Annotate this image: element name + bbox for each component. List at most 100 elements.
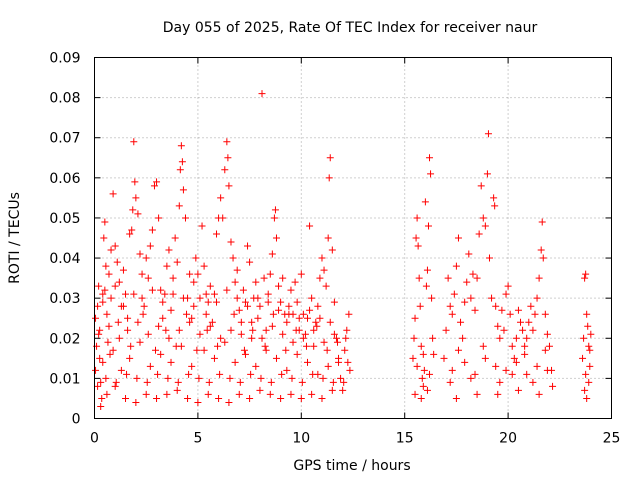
data-point — [169, 274, 177, 282]
data-point — [241, 298, 249, 306]
data-point — [341, 346, 349, 354]
data-point — [157, 350, 165, 358]
data-point — [195, 374, 203, 382]
data-point — [326, 154, 334, 162]
data-point — [442, 326, 450, 334]
data-point — [310, 342, 318, 350]
data-point — [287, 286, 295, 294]
data-point — [467, 374, 475, 382]
data-point — [128, 226, 136, 234]
data-point — [324, 234, 332, 242]
x-tick-labels: 0 5 10 15 20 25 — [90, 431, 620, 447]
data-point — [233, 266, 241, 274]
data-point — [328, 386, 336, 394]
data-point — [586, 346, 594, 354]
data-point — [126, 354, 134, 362]
data-point — [194, 398, 202, 406]
data-point — [142, 390, 150, 398]
data-point — [426, 154, 434, 162]
data-point — [496, 378, 504, 386]
data-point — [249, 326, 257, 334]
data-point — [529, 378, 537, 386]
data-point — [101, 218, 109, 226]
data-point — [136, 250, 144, 258]
data-point — [525, 318, 533, 326]
data-point — [95, 330, 103, 338]
y-tick-label: 0.09 — [49, 51, 80, 67]
data-point — [112, 378, 120, 386]
data-point — [103, 310, 111, 318]
data-point — [225, 182, 233, 190]
data-point — [223, 286, 231, 294]
data-point — [279, 330, 287, 338]
data-point — [240, 346, 248, 354]
data-point — [188, 314, 196, 322]
data-point — [163, 262, 171, 270]
data-point — [235, 306, 243, 314]
data-point — [295, 314, 303, 322]
data-point — [155, 214, 163, 222]
data-point — [446, 302, 454, 310]
data-point — [310, 326, 318, 334]
data-point — [500, 326, 508, 334]
data-point — [446, 378, 454, 386]
data-point — [416, 302, 424, 310]
data-point — [308, 390, 316, 398]
data-point — [148, 226, 156, 234]
data-point — [275, 282, 283, 290]
data-point — [221, 338, 229, 346]
data-point — [231, 358, 239, 366]
data-point — [157, 286, 165, 294]
data-point — [541, 310, 549, 318]
data-point — [219, 214, 227, 222]
data-point — [429, 334, 437, 342]
data-point — [139, 310, 147, 318]
data-point — [440, 354, 448, 362]
data-point — [543, 366, 551, 374]
data-point — [450, 290, 458, 298]
data-point — [323, 346, 331, 354]
data-point — [527, 302, 535, 310]
data-point — [130, 290, 138, 298]
data-point — [161, 290, 169, 298]
data-point — [582, 270, 590, 278]
data-point — [488, 294, 496, 302]
data-point — [269, 310, 277, 318]
data-point — [581, 274, 589, 282]
data-point — [508, 342, 516, 350]
data-point — [237, 318, 245, 326]
data-point — [324, 362, 332, 370]
data-point — [248, 318, 256, 326]
data-point — [181, 214, 189, 222]
data-point — [217, 194, 225, 202]
data-point — [415, 274, 423, 282]
data-point — [298, 378, 306, 386]
data-point — [190, 302, 198, 310]
data-point — [346, 366, 354, 374]
data-point — [248, 334, 256, 342]
data-point — [163, 390, 171, 398]
data-point — [229, 254, 237, 262]
data-point — [299, 310, 307, 318]
axis-ticks — [94, 57, 612, 419]
data-point — [583, 394, 591, 402]
y-tick-label: 0.07 — [49, 131, 80, 147]
data-point — [97, 402, 105, 410]
data-point — [223, 138, 231, 146]
data-point — [196, 330, 204, 338]
data-point — [345, 310, 353, 318]
data-point — [318, 254, 326, 262]
data-point — [291, 278, 299, 286]
data-point — [485, 254, 493, 262]
data-point — [210, 290, 218, 298]
data-point — [100, 234, 108, 242]
data-point — [99, 290, 107, 298]
data-point — [514, 386, 522, 394]
data-point — [473, 390, 481, 398]
data-point — [579, 354, 587, 362]
data-point — [426, 370, 434, 378]
data-point — [226, 374, 234, 382]
data-point — [343, 326, 351, 334]
data-point — [492, 302, 500, 310]
data-point — [444, 274, 452, 282]
